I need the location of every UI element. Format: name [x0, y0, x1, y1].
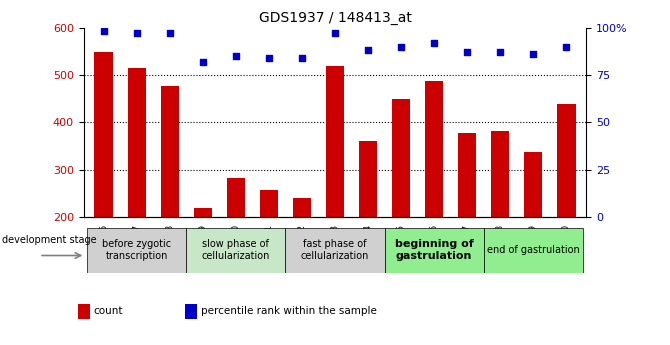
Bar	[425, 81, 444, 217]
Bar	[186, 228, 285, 273]
Bar	[524, 152, 543, 217]
Bar	[293, 198, 311, 217]
Point	[330, 30, 340, 36]
Point	[528, 51, 539, 57]
Point	[429, 40, 440, 46]
Text: fast phase of
cellularization: fast phase of cellularization	[301, 239, 369, 261]
Text: percentile rank within the sample: percentile rank within the sample	[201, 306, 377, 316]
Point	[230, 53, 241, 59]
Bar	[226, 178, 245, 217]
Bar	[260, 190, 278, 217]
Point	[98, 29, 109, 34]
Point	[495, 49, 506, 55]
Text: beginning of
gastrulation: beginning of gastrulation	[395, 239, 474, 261]
Bar	[87, 228, 186, 273]
Point	[198, 59, 208, 65]
Text: development stage: development stage	[2, 235, 96, 245]
Bar	[127, 68, 146, 217]
Bar	[484, 228, 583, 273]
Point	[561, 44, 572, 49]
Bar	[285, 228, 385, 273]
Bar	[557, 105, 576, 217]
Point	[131, 30, 142, 36]
Bar	[359, 141, 377, 217]
Text: before zygotic
transcription: before zygotic transcription	[102, 239, 172, 261]
Bar	[94, 52, 113, 217]
Bar	[78, 304, 90, 319]
Point	[396, 44, 407, 49]
Text: end of gastrulation: end of gastrulation	[487, 245, 580, 255]
Point	[297, 55, 308, 61]
Text: count: count	[94, 306, 123, 316]
Point	[164, 30, 175, 36]
Bar	[161, 86, 179, 217]
Point	[462, 49, 472, 55]
Bar	[491, 131, 509, 217]
Point	[362, 48, 373, 53]
Point	[263, 55, 274, 61]
Bar	[185, 304, 197, 319]
Bar	[326, 67, 344, 217]
Bar	[458, 134, 476, 217]
Text: slow phase of
cellularization: slow phase of cellularization	[202, 239, 270, 261]
Bar	[385, 228, 484, 273]
Title: GDS1937 / 148413_at: GDS1937 / 148413_at	[259, 11, 411, 25]
Bar	[392, 99, 410, 217]
Bar	[194, 208, 212, 217]
